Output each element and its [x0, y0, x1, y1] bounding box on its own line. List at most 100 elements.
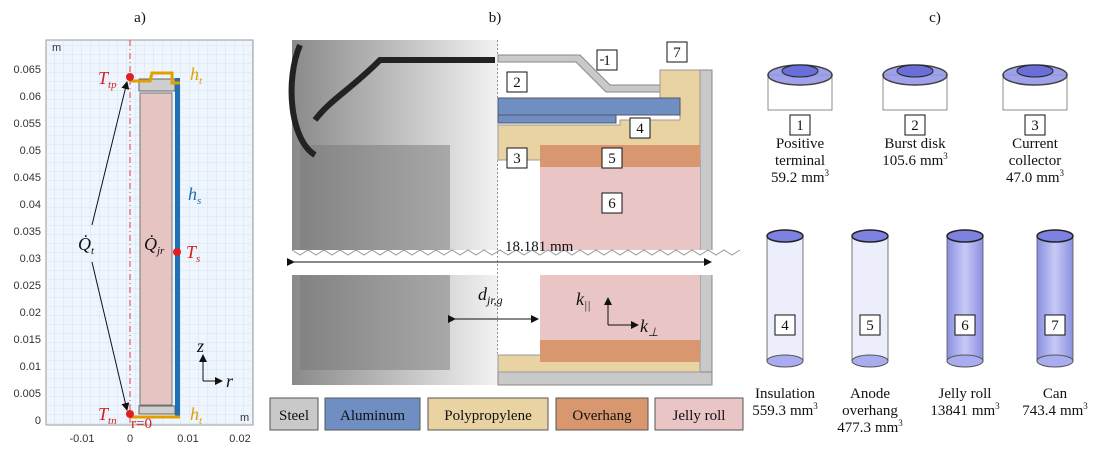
bottom-cap: [139, 406, 175, 414]
cylinder-bottom: [852, 355, 888, 367]
axis-note: r=0: [131, 416, 152, 432]
volume-value: 743.4: [1022, 403, 1056, 419]
cylinder-bottom: [767, 355, 803, 367]
cylinder-bottom: [947, 355, 983, 367]
jelly-roll: [540, 275, 700, 340]
y-tick-label: 0.015: [13, 334, 41, 346]
part-number: 4: [781, 318, 789, 334]
ct-windings: [300, 145, 450, 250]
y-tick-label: 0.055: [13, 118, 41, 130]
figure: a) b) c) m m Ttp Ttn Ts ht ht hs Q̇t Q̇j…: [0, 0, 1099, 455]
collector: [498, 115, 616, 123]
ct-windings: [300, 275, 450, 370]
part-number: 3: [1031, 118, 1039, 134]
y-tick-label: 0.01: [20, 361, 41, 373]
legend-label: Polypropylene: [444, 408, 532, 424]
component-volume: 743.4mm3: [1022, 401, 1088, 419]
cylinder-body: [852, 236, 888, 361]
point: [126, 73, 134, 81]
part-number: 7: [673, 45, 681, 61]
part-number: 1: [796, 118, 804, 134]
panel-a: m m Ttp Ttn Ts ht ht hs Q̇t Q̇jr z r r=0…: [13, 40, 253, 445]
cylinder-top: [767, 230, 803, 242]
component-name: collector: [1009, 153, 1061, 169]
x-tick-label: -0.01: [69, 433, 94, 445]
part-number: 5: [866, 318, 874, 334]
panel-label: b): [489, 10, 502, 26]
volume-exponent: 3: [1060, 168, 1065, 178]
axis-label: z: [196, 336, 204, 356]
legend-label: Steel: [279, 408, 309, 424]
x-tick-label: 0: [127, 433, 133, 445]
cylinder-body: [947, 236, 983, 361]
part-number: 3: [513, 151, 521, 167]
x-unit: m: [240, 412, 249, 424]
y-tick-label: 0: [35, 415, 41, 427]
volume-exponent: 3: [995, 401, 1000, 411]
component-name: Anode: [850, 386, 890, 402]
legend-label: Aluminum: [340, 408, 405, 424]
y-tick-label: 0.02: [20, 307, 41, 319]
cylinder-top: [852, 230, 888, 242]
cylinder-cap: [897, 65, 933, 77]
can-wall: [175, 78, 180, 416]
part-number: 1: [603, 53, 611, 69]
dimension-label: 18.181 mm: [505, 239, 574, 255]
component-name: Jelly roll: [939, 386, 992, 402]
volume-unit: mm: [1060, 403, 1084, 419]
y-unit: m: [52, 42, 61, 54]
part-number: 6: [961, 318, 969, 334]
panel-c: 1Positiveterminal59.2mm32Burst disk105.6…: [752, 65, 1088, 436]
y-tick-label: 0.04: [20, 199, 41, 211]
volume-value: 105.6: [882, 153, 916, 169]
volume-exponent: 3: [825, 168, 830, 178]
volume-value: 477.3: [837, 420, 871, 436]
point: [173, 248, 181, 256]
panel-label: a): [134, 10, 146, 26]
component-name: Positive: [776, 136, 825, 152]
cylinder-top: [947, 230, 983, 242]
volume-exponent: 3: [813, 401, 818, 411]
can-bottom: [498, 372, 712, 385]
volume-value: 59.2: [771, 170, 797, 186]
component-name: Can: [1043, 386, 1068, 402]
volume-exponent: 3: [898, 418, 903, 428]
component-name: overhang: [842, 403, 898, 419]
axis-label: r: [226, 371, 234, 391]
volume-unit: mm: [972, 403, 996, 419]
cylinder-bottom: [1037, 355, 1073, 367]
volume-value: 47.0: [1006, 170, 1032, 186]
y-tick-label: 0.005: [13, 388, 41, 400]
volume-value: 559.3: [752, 403, 786, 419]
cylinder-body: [1037, 236, 1073, 361]
collector: [498, 98, 680, 115]
cylinder-body: [767, 236, 803, 361]
legend: Steel Aluminum Polypropylene Overhang Jelly …: [270, 398, 743, 430]
volume-unit: mm: [875, 420, 899, 436]
y-tick-label: 0.065: [13, 64, 41, 76]
cylinder-cap: [782, 65, 818, 77]
y-tick-label: 0.06: [20, 91, 41, 103]
overhang: [540, 340, 700, 362]
y-tick-label: 0.03: [20, 253, 41, 265]
volume-unit: mm: [790, 403, 814, 419]
y-tick-label: 0.035: [13, 226, 41, 238]
volume-unit: mm: [1036, 170, 1060, 186]
legend-label: Jelly roll: [673, 408, 726, 424]
cylinder-cap: [1017, 65, 1053, 77]
component-name: Current: [1012, 136, 1059, 152]
volume-unit: mm: [920, 153, 944, 169]
y-tick-label: 0.045: [13, 172, 41, 184]
x-tick-label: 0.02: [229, 433, 250, 445]
component-name: terminal: [775, 153, 825, 169]
legend-label: Overhang: [572, 408, 632, 424]
can-side: [700, 70, 712, 385]
volume-unit: mm: [801, 170, 825, 186]
panel-label: c): [929, 10, 941, 26]
part-number: 6: [608, 196, 616, 212]
